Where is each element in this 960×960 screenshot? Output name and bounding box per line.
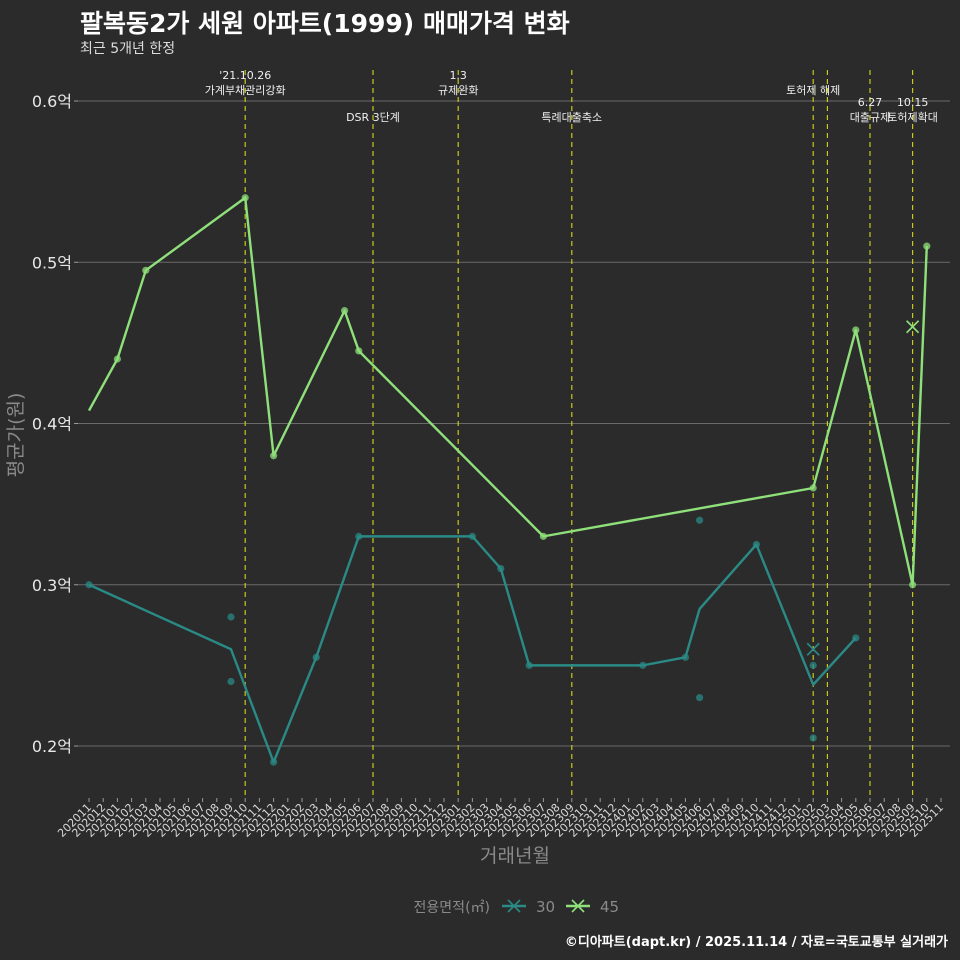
series-line-45 [87, 196, 928, 586]
data-point-45 [852, 326, 860, 334]
y-tick-label: 0.2억 [32, 737, 72, 756]
event-label: 10.15 [897, 96, 929, 109]
data-point-30 [525, 661, 533, 669]
data-point-45 [923, 242, 931, 250]
event-label: 1.3 [449, 69, 467, 82]
legend-key-cross [507, 899, 521, 913]
event-label: 대출규제 [850, 111, 890, 124]
y-tick-label: 0.5억 [32, 253, 72, 272]
data-point-30 [85, 581, 93, 589]
data-point-45 [270, 452, 278, 460]
event-label: 토허제 해제 [786, 83, 840, 97]
chart-subtitle: 최근 5개년 한정 [80, 41, 176, 57]
event-label: 가계부채관리강화 [205, 84, 286, 97]
legend-label: 30 [536, 898, 555, 916]
data-point-45 [909, 581, 917, 589]
data-point-30 [696, 516, 704, 524]
data-point-45 [539, 532, 548, 540]
data-point-45 [355, 347, 363, 355]
data-point-30 [696, 694, 704, 702]
event-label: 특례대출축소 [541, 111, 602, 124]
x-axis-title: 거래년월 [480, 845, 550, 867]
y-axis-title: 평균가(원) [5, 393, 27, 478]
event-label: 토허제확대 [887, 111, 938, 124]
data-point-30 [852, 634, 860, 642]
series-line-30 [88, 535, 857, 764]
data-point-30 [809, 661, 817, 669]
data-point-45 [241, 194, 249, 202]
source-caption: ©디아파트(dapt.kr) / 2025.11.14 / 자료=국토교통부 실… [564, 935, 948, 950]
data-point-30 [227, 613, 235, 621]
data-point-30 [497, 565, 505, 573]
chart-title: 팔복동2가 세원 아파트(1999) 매매가격 변화 [80, 9, 570, 38]
data-point-30 [468, 532, 476, 540]
event-label: DSR 3단계 [346, 111, 400, 124]
legend-label: 45 [600, 898, 619, 916]
data-point-30 [639, 661, 647, 669]
data-point-45 [341, 307, 349, 315]
data-point-30 [270, 758, 278, 766]
data-point-45 [113, 355, 121, 363]
event-label: '21.10.26 [219, 69, 271, 82]
event-label: 6.27 [858, 96, 883, 109]
y-tick-label: 0.6억 [32, 92, 72, 111]
cross-point-45 [906, 320, 920, 334]
data-point-30 [355, 532, 363, 540]
cross-point-30 [806, 642, 820, 656]
data-point-30 [227, 677, 235, 686]
data-point-30 [681, 653, 690, 661]
legend-key-cross [571, 899, 585, 913]
data-point-30 [312, 653, 320, 661]
data-point-45 [142, 266, 150, 274]
y-tick-label: 0.4억 [32, 415, 72, 434]
data-point-30 [752, 540, 761, 549]
data-point-30 [809, 734, 817, 742]
event-label: 규제완화 [438, 84, 478, 97]
legend-title: 전용면적(㎡) [414, 900, 490, 916]
y-tick-label: 0.3억 [32, 576, 72, 595]
data-point-45 [809, 484, 817, 492]
